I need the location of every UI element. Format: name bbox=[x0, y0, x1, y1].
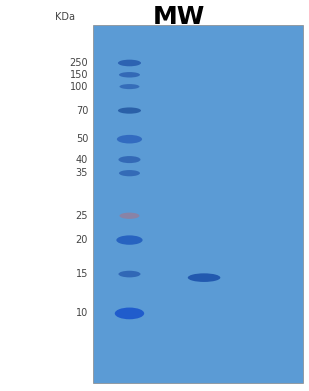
Text: 250: 250 bbox=[70, 58, 88, 68]
Text: MW: MW bbox=[153, 5, 205, 29]
Text: 40: 40 bbox=[76, 154, 88, 165]
Ellipse shape bbox=[117, 135, 142, 143]
Text: 15: 15 bbox=[76, 269, 88, 279]
Ellipse shape bbox=[120, 84, 139, 89]
Ellipse shape bbox=[118, 108, 141, 114]
Text: 10: 10 bbox=[76, 308, 88, 318]
Ellipse shape bbox=[119, 170, 140, 176]
Text: 100: 100 bbox=[70, 82, 88, 91]
Ellipse shape bbox=[188, 273, 220, 282]
Ellipse shape bbox=[118, 156, 141, 163]
Ellipse shape bbox=[115, 308, 144, 319]
Text: 25: 25 bbox=[76, 211, 88, 221]
Text: 20: 20 bbox=[76, 235, 88, 245]
Text: 70: 70 bbox=[76, 106, 88, 116]
Ellipse shape bbox=[118, 60, 141, 66]
Text: KDa: KDa bbox=[55, 12, 75, 22]
Ellipse shape bbox=[119, 72, 140, 77]
Ellipse shape bbox=[120, 213, 139, 219]
Ellipse shape bbox=[116, 235, 143, 245]
Bar bbox=[93, 25, 303, 383]
Text: 50: 50 bbox=[76, 134, 88, 144]
Text: 150: 150 bbox=[70, 70, 88, 80]
Text: 35: 35 bbox=[76, 168, 88, 178]
Ellipse shape bbox=[118, 271, 141, 277]
